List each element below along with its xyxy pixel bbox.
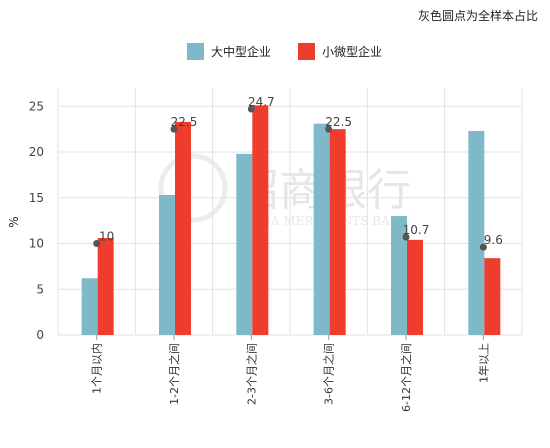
bar-small-micro	[97, 238, 114, 335]
bar-large-medium	[391, 216, 407, 335]
watermark-logo	[158, 153, 228, 223]
bar-small-micro	[175, 121, 191, 335]
data-label: 22.5	[325, 115, 352, 129]
bar-small-micro	[252, 105, 269, 335]
y-tick-label: 10	[29, 237, 44, 251]
bar-large-medium	[468, 130, 485, 335]
bar-large-medium	[313, 123, 330, 335]
bar-large-medium	[81, 278, 98, 335]
legend-swatch-large-medium	[187, 43, 204, 60]
legend-label-large-medium: 大中型企业	[211, 44, 271, 59]
gridlines	[57, 88, 523, 336]
x-tick-label: 6-12个月之间	[399, 343, 413, 412]
full-sample-dots: 10 22.5 24.7 22.5 10.7 9.6	[93, 95, 503, 251]
x-tick-label: 2-3个月之间	[244, 343, 258, 405]
bar-large-medium	[236, 153, 253, 335]
y-tick-label: 25	[29, 99, 44, 113]
legend-swatch-small-micro	[298, 43, 315, 60]
full-sample-dot	[247, 105, 255, 113]
bar-small-micro	[407, 239, 423, 335]
data-label: 22.5	[171, 115, 198, 129]
full-sample-dot	[402, 233, 410, 241]
bars	[81, 105, 501, 335]
bar-small-micro	[329, 129, 346, 335]
bar-small-micro	[484, 258, 501, 335]
y-axis-label: %	[7, 216, 21, 227]
data-label: 24.7	[248, 95, 275, 109]
x-tick-label: 1-2个月之间	[167, 343, 181, 405]
full-sample-dot	[93, 240, 101, 248]
x-tick-label: 3-6个月之间	[322, 343, 336, 405]
y-tick-label: 0	[36, 328, 44, 342]
axes: 0 5 10 15 20 25 1个月以内 1-2个月之间 2-3个月之间 3-6个月之间 6-12…	[29, 99, 491, 412]
bar-large-medium	[159, 195, 175, 335]
data-label: 9.6	[484, 233, 503, 247]
legend-label-small-micro: 小微型企业	[322, 44, 382, 59]
data-label: 10	[99, 230, 114, 244]
x-tick-label: 1个月以内	[90, 343, 104, 394]
legend: 大中型企业 小微型企业	[187, 43, 382, 60]
y-tick-label: 5	[36, 282, 44, 296]
watermark: 招商银行 CHINA MERCHANTS BANK	[158, 153, 411, 228]
full-sample-dot	[325, 125, 333, 133]
x-tick-label: 1年以上	[476, 343, 490, 383]
y-tick-label: 15	[29, 191, 44, 205]
chart-note: 灰色圆点为全样本占比	[418, 8, 538, 23]
full-sample-dot	[170, 125, 178, 133]
y-tick-label: 20	[29, 145, 44, 159]
data-label: 10.7	[403, 223, 430, 237]
full-sample-dot	[479, 243, 487, 251]
